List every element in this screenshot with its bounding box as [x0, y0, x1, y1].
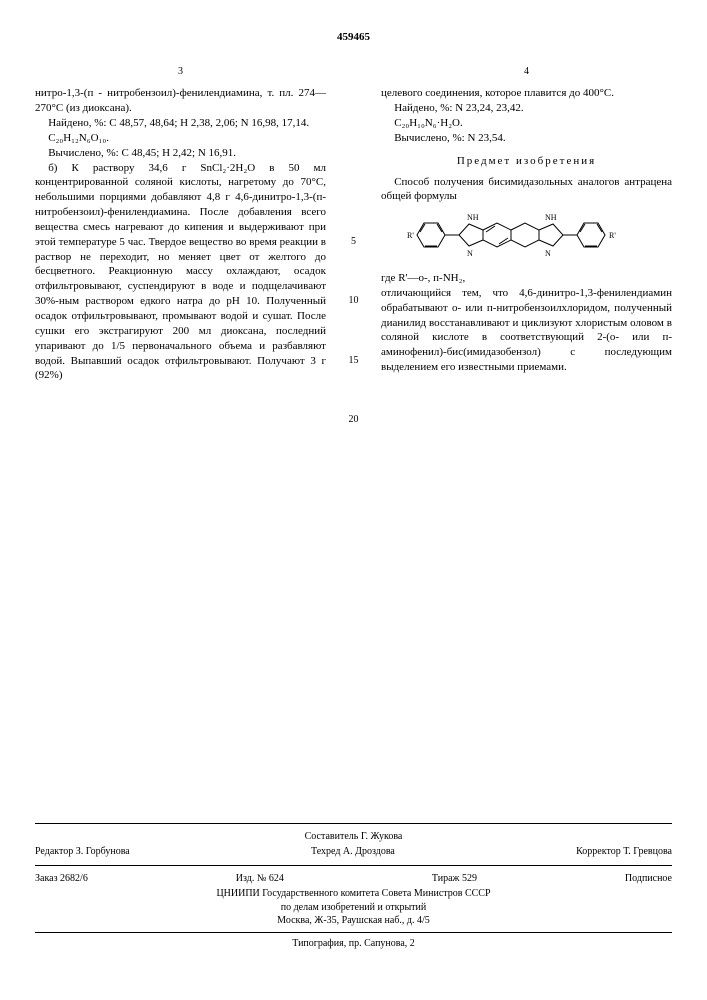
formula-label-nh2: NH [545, 213, 557, 222]
footer-address: Москва, Ж-35, Раушская наб., д. 4/5 [35, 914, 672, 928]
footer-podpisnoe: Подписное [625, 872, 672, 886]
footer: Составитель Г. Жукова Редактор З. Горбун… [35, 823, 672, 951]
patent-number: 459465 [35, 30, 672, 45]
formula-label-r1: R' [407, 231, 414, 240]
chemical-structure-formula: R' NH N NH N R' [381, 210, 672, 265]
footer-typography: Типография, пр. Сапунова, 2 [35, 937, 672, 951]
footer-izd: Изд. № 624 [236, 872, 284, 886]
formula-label-n2: N [545, 249, 551, 258]
footer-print-row: Заказ 2682/6 Изд. № 624 Тираж 529 Подпис… [35, 870, 672, 888]
footer-org1: ЦНИИПИ Государственного комитета Совета … [35, 887, 672, 901]
line-num: 15 [346, 354, 361, 368]
right-page-number: 4 [381, 65, 672, 79]
right-p6: где R'—о-, п-NH₂, [381, 271, 672, 286]
line-numbers: 5 10 15 20 [346, 65, 361, 473]
footer-credits-row: Редактор З. Горбунова Техред А. Дроздова… [35, 843, 672, 861]
content-columns: 3 нитро-1,3-(п - нитробензоил)-фениленди… [35, 65, 672, 473]
right-p2: Найдено, %: N 23,24, 23,42. [381, 101, 672, 116]
left-column: 3 нитро-1,3-(п - нитробензоил)-фениленди… [35, 65, 326, 473]
left-p5: б) К раствору 34,6 г SnCl₂·2Н₂О в 50 мл … [35, 161, 326, 384]
left-p3: С₂₀Н₁₂N₆О₁₀. [35, 131, 326, 146]
left-p4: Вычислено, %: С 48,45; Н 2,42; N 16,91. [35, 146, 326, 161]
subject-of-invention-header: Предмет изобретения [381, 154, 672, 169]
right-column: 4 целевого соединения, которое плавится … [381, 65, 672, 473]
formula-label-n1: N [467, 249, 473, 258]
formula-label-r2: R' [609, 231, 616, 240]
line-num: 5 [346, 235, 361, 249]
footer-compiler: Составитель Г. Жукова [35, 830, 672, 844]
footer-org2: по делам изобретений и открытий [35, 901, 672, 915]
footer-corrector: Корректор Т. Гревцова [576, 845, 672, 859]
line-num: 10 [346, 294, 361, 308]
footer-zakaz: Заказ 2682/6 [35, 872, 88, 886]
left-page-number: 3 [35, 65, 326, 79]
right-p1: целевого соединения, которое плавится до… [381, 86, 672, 101]
right-p3: С₂₀Н₁₀N₆·Н₂О. [381, 116, 672, 131]
left-p2: Найдено, %: С 48,57, 48,64; Н 2,38, 2,06… [35, 116, 326, 131]
line-num: 20 [346, 413, 361, 427]
footer-tirazh: Тираж 529 [432, 872, 477, 886]
right-p4: Вычислено, %: N 23,54. [381, 131, 672, 146]
formula-label-nh1: NH [467, 213, 479, 222]
footer-editor: Редактор З. Горбунова [35, 845, 130, 859]
left-p1: нитро-1,3-(п - нитробензоил)-фенилендиам… [35, 86, 326, 116]
right-p5: Способ получения бисимидазольных аналого… [381, 175, 672, 205]
footer-techred: Техред А. Дроздова [311, 845, 395, 859]
right-p7: отличающийся тем, что 4,6-динитро-1,3-фе… [381, 286, 672, 375]
